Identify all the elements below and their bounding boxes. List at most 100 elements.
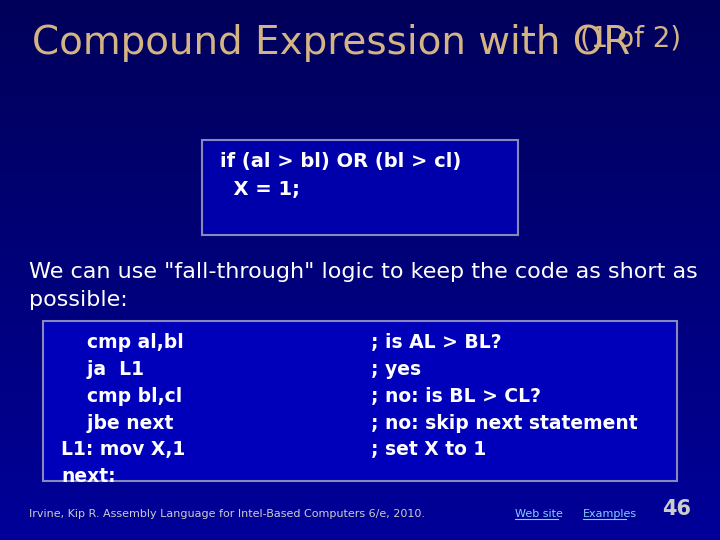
Bar bbox=[0, 173, 720, 176]
Bar bbox=[0, 230, 720, 232]
Bar bbox=[0, 200, 720, 202]
Bar bbox=[0, 451, 720, 454]
Bar bbox=[0, 213, 720, 216]
Bar bbox=[0, 505, 720, 508]
Bar bbox=[0, 537, 720, 540]
Bar bbox=[0, 19, 720, 22]
Bar bbox=[0, 346, 720, 348]
Bar bbox=[0, 181, 720, 184]
Bar bbox=[0, 148, 720, 151]
Bar bbox=[0, 529, 720, 532]
Bar bbox=[0, 267, 720, 270]
Bar bbox=[0, 251, 720, 254]
Bar bbox=[0, 394, 720, 397]
Bar bbox=[0, 49, 720, 51]
Bar bbox=[0, 467, 720, 470]
Text: Examples: Examples bbox=[583, 509, 637, 519]
Bar bbox=[0, 92, 720, 94]
Bar bbox=[0, 405, 720, 408]
Bar bbox=[0, 483, 720, 486]
Bar bbox=[0, 518, 720, 521]
Bar bbox=[0, 456, 720, 459]
Bar bbox=[0, 281, 720, 284]
Bar bbox=[0, 429, 720, 432]
Bar bbox=[0, 138, 720, 140]
Bar bbox=[0, 116, 720, 119]
Bar bbox=[0, 0, 720, 3]
Bar bbox=[0, 475, 720, 478]
Bar bbox=[0, 167, 720, 170]
Bar bbox=[0, 227, 720, 229]
Bar bbox=[0, 132, 720, 135]
Bar bbox=[0, 270, 720, 273]
Bar bbox=[0, 108, 720, 111]
Text: Compound Expression with OR: Compound Expression with OR bbox=[32, 24, 630, 62]
Bar bbox=[0, 16, 720, 19]
Bar bbox=[0, 294, 720, 297]
Text: (1 of 2): (1 of 2) bbox=[580, 24, 680, 52]
Bar bbox=[0, 408, 720, 410]
Bar bbox=[0, 526, 720, 529]
Bar bbox=[0, 76, 720, 78]
Bar bbox=[0, 481, 720, 483]
Bar bbox=[0, 356, 720, 359]
Bar bbox=[0, 273, 720, 275]
Bar bbox=[0, 208, 720, 211]
Bar bbox=[0, 232, 720, 235]
Bar bbox=[0, 338, 720, 340]
Bar bbox=[0, 421, 720, 424]
Bar bbox=[0, 389, 720, 392]
Bar bbox=[0, 124, 720, 127]
Bar bbox=[0, 265, 720, 267]
Bar bbox=[0, 524, 720, 526]
Bar bbox=[0, 432, 720, 435]
Bar bbox=[0, 278, 720, 281]
Bar bbox=[0, 216, 720, 219]
Bar bbox=[0, 65, 720, 68]
Bar bbox=[0, 329, 720, 332]
Bar bbox=[0, 221, 720, 224]
Bar bbox=[0, 14, 720, 16]
Bar bbox=[0, 3, 720, 5]
Bar bbox=[0, 81, 720, 84]
Bar bbox=[0, 159, 720, 162]
Bar bbox=[0, 8, 720, 11]
Bar bbox=[0, 532, 720, 535]
Bar bbox=[0, 157, 720, 159]
Bar bbox=[0, 305, 720, 308]
Bar bbox=[0, 386, 720, 389]
Bar bbox=[0, 310, 720, 313]
Bar bbox=[0, 378, 720, 381]
Bar bbox=[0, 170, 720, 173]
Bar bbox=[0, 205, 720, 208]
Bar bbox=[0, 146, 720, 148]
Bar bbox=[0, 327, 720, 329]
Bar bbox=[0, 176, 720, 178]
Bar bbox=[0, 297, 720, 300]
Bar bbox=[0, 448, 720, 451]
Bar bbox=[0, 300, 720, 302]
Bar bbox=[0, 154, 720, 157]
Bar bbox=[0, 151, 720, 154]
Bar bbox=[0, 324, 720, 327]
Bar bbox=[0, 351, 720, 354]
Bar bbox=[0, 424, 720, 427]
Bar bbox=[0, 197, 720, 200]
Bar bbox=[0, 240, 720, 243]
Bar bbox=[0, 224, 720, 227]
Bar bbox=[0, 348, 720, 351]
Bar bbox=[0, 122, 720, 124]
Bar bbox=[0, 43, 720, 46]
Bar bbox=[0, 162, 720, 165]
Bar bbox=[0, 535, 720, 537]
Bar bbox=[0, 30, 720, 32]
Bar bbox=[0, 440, 720, 443]
Bar bbox=[0, 84, 720, 86]
Bar bbox=[0, 192, 720, 194]
Bar bbox=[0, 186, 720, 189]
Bar bbox=[0, 362, 720, 364]
Bar bbox=[0, 443, 720, 445]
Bar bbox=[0, 497, 720, 500]
Bar bbox=[0, 335, 720, 338]
Text: ; is AL > BL?
; yes
; no: is BL > CL?
; no: skip next statement
; set X to 1: ; is AL > BL? ; yes ; no: is BL > CL? ; … bbox=[371, 333, 637, 486]
